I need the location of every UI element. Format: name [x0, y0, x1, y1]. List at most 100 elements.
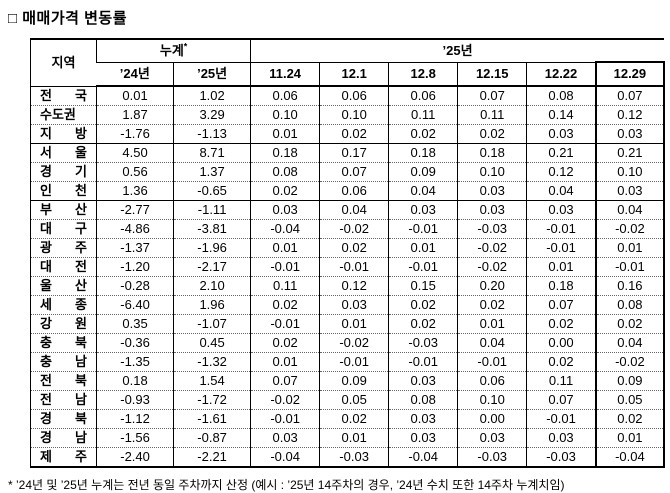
col-header-region: 지역: [30, 39, 97, 87]
value-cell: 0.14: [526, 105, 596, 125]
value-cell: 0.04: [319, 200, 389, 220]
value-cell: 0.01: [250, 352, 320, 372]
table-body: 전 국 0.01 1.02 0.06 0.06 0.06 0.07 0.08 0.07 수도권 1.…: [30, 86, 666, 468]
value-cell: -4.86: [96, 219, 174, 239]
value-cell: 0.02: [250, 295, 320, 315]
value-cell: -2.77: [96, 200, 174, 220]
value-cell: 0.03: [594, 124, 666, 144]
table-row: 울 산 -0.28 2.10 0.11 0.12 0.15 0.20 0.18 0.16: [30, 276, 666, 296]
value-cell: 0.08: [526, 86, 596, 106]
value-cell: 0.18: [96, 371, 174, 391]
value-cell: 0.01: [594, 428, 666, 448]
region-cell: 충 북: [30, 333, 97, 353]
value-cell: 0.11: [388, 105, 458, 125]
value-cell: -0.01: [526, 219, 596, 239]
value-cell: 0.21: [526, 143, 596, 163]
col-header-week-12-29: 12.29: [594, 61, 666, 87]
value-cell: -1.20: [96, 257, 174, 277]
region-cell: 수도권: [30, 105, 97, 125]
value-cell: -1.76: [96, 124, 174, 144]
value-cell: -0.03: [319, 447, 389, 468]
value-cell: 0.10: [457, 162, 527, 182]
value-cell: 0.21: [594, 143, 666, 163]
value-cell: -0.01: [388, 257, 458, 277]
value-cell: 0.02: [319, 238, 389, 258]
value-cell: -0.01: [526, 409, 596, 429]
value-cell: 0.07: [250, 371, 320, 391]
region-cell: 전 국: [30, 86, 97, 106]
table-row: 수도권 1.87 3.29 0.10 0.10 0.11 0.11 0.14 0.12: [30, 105, 666, 125]
value-cell: 0.35: [96, 314, 174, 334]
value-cell: 0.01: [250, 238, 320, 258]
value-cell: -1.12: [96, 409, 174, 429]
value-cell: -1.07: [173, 314, 251, 334]
region-cell: 경 남: [30, 428, 97, 448]
value-cell: 0.17: [319, 143, 389, 163]
value-cell: 0.10: [250, 105, 320, 125]
value-cell: -0.02: [457, 238, 527, 258]
value-cell: 0.00: [526, 333, 596, 353]
value-cell: -0.01: [250, 409, 320, 429]
table-row: 인 천 1.36 -0.65 0.02 0.06 0.04 0.03 0.04 0.03: [30, 181, 666, 201]
value-cell: 1.02: [173, 86, 251, 106]
value-cell: 0.15: [388, 276, 458, 296]
value-cell: -0.01: [388, 352, 458, 372]
value-cell: 0.07: [457, 86, 527, 106]
col-header-week-12-8: 12.8: [388, 62, 458, 87]
value-cell: 0.16: [594, 276, 666, 296]
table-row: 경 남 -1.56 -0.87 0.03 0.01 0.03 0.03 0.03 0.01: [30, 428, 666, 448]
value-cell: -2.17: [173, 257, 251, 277]
table-row: 세 종 -6.40 1.96 0.02 0.03 0.02 0.02 0.07 0.08: [30, 295, 666, 315]
value-cell: 0.04: [594, 333, 666, 353]
col-header-week-12-15: 12.15: [457, 62, 527, 87]
value-cell: 0.01: [457, 314, 527, 334]
value-cell: -3.81: [173, 219, 251, 239]
region-cell: 인 천: [30, 181, 97, 201]
value-cell: 1.54: [173, 371, 251, 391]
document-page: □ 매매가격 변동률 지역 누계* ’25년 ’24년 ’25년 11.24 1…: [0, 8, 670, 492]
value-cell: -0.04: [250, 219, 320, 239]
value-cell: -0.87: [173, 428, 251, 448]
table-row: 대 전 -1.20 -2.17 -0.01 -0.01 -0.01 -0.02 0.01 -0.…: [30, 257, 666, 277]
region-cell: 서 울: [30, 143, 97, 163]
value-cell: 0.18: [457, 143, 527, 163]
value-cell: 0.10: [319, 105, 389, 125]
page-title: □ 매매가격 변동률: [8, 10, 127, 27]
value-cell: 0.01: [319, 428, 389, 448]
col-header-cumulative: 누계*: [96, 39, 251, 63]
value-cell: 0.09: [319, 371, 389, 391]
value-cell: 1.37: [173, 162, 251, 182]
value-cell: 4.50: [96, 143, 174, 163]
value-cell: 0.02: [457, 295, 527, 315]
value-cell: 0.00: [457, 409, 527, 429]
value-cell: 0.08: [594, 295, 666, 315]
region-cell: 울 산: [30, 276, 97, 296]
cumulative-asterisk: *: [183, 41, 188, 52]
table-row: 제 주 -2.40 -2.21 -0.04 -0.03 -0.04 -0.03 -0.03 -0…: [30, 447, 666, 468]
value-cell: 0.01: [96, 86, 174, 106]
value-cell: -0.03: [388, 333, 458, 353]
table-row: 전 북 0.18 1.54 0.07 0.09 0.03 0.06 0.11 0.09: [30, 371, 666, 391]
value-cell: 0.04: [388, 181, 458, 201]
region-cell: 경 북: [30, 409, 97, 429]
table-row: 서 울 4.50 8.71 0.18 0.17 0.18 0.18 0.21 0.21: [30, 143, 666, 163]
value-cell: 0.03: [388, 409, 458, 429]
value-cell: -0.01: [250, 314, 320, 334]
value-cell: 0.03: [457, 428, 527, 448]
value-cell: 0.02: [319, 409, 389, 429]
value-cell: 0.02: [388, 295, 458, 315]
region-cell: 지 방: [30, 124, 97, 144]
value-cell: 0.04: [457, 333, 527, 353]
value-cell: 0.07: [319, 162, 389, 182]
value-cell: -0.02: [319, 333, 389, 353]
value-cell: 0.01: [388, 238, 458, 258]
value-cell: 0.04: [526, 181, 596, 201]
value-cell: -1.96: [173, 238, 251, 258]
col-header-week-12-22: 12.22: [526, 62, 596, 87]
value-cell: -2.21: [173, 447, 251, 468]
table-row: 충 북 -0.36 0.45 0.02 -0.02 -0.03 0.04 0.00 0.04: [30, 333, 666, 353]
value-cell: 0.03: [457, 200, 527, 220]
value-cell: -0.02: [457, 257, 527, 277]
value-cell: -0.04: [388, 447, 458, 468]
table-row: 경 북 -1.12 -1.61 -0.01 0.02 0.03 0.00 -0.01 0.02: [30, 409, 666, 429]
